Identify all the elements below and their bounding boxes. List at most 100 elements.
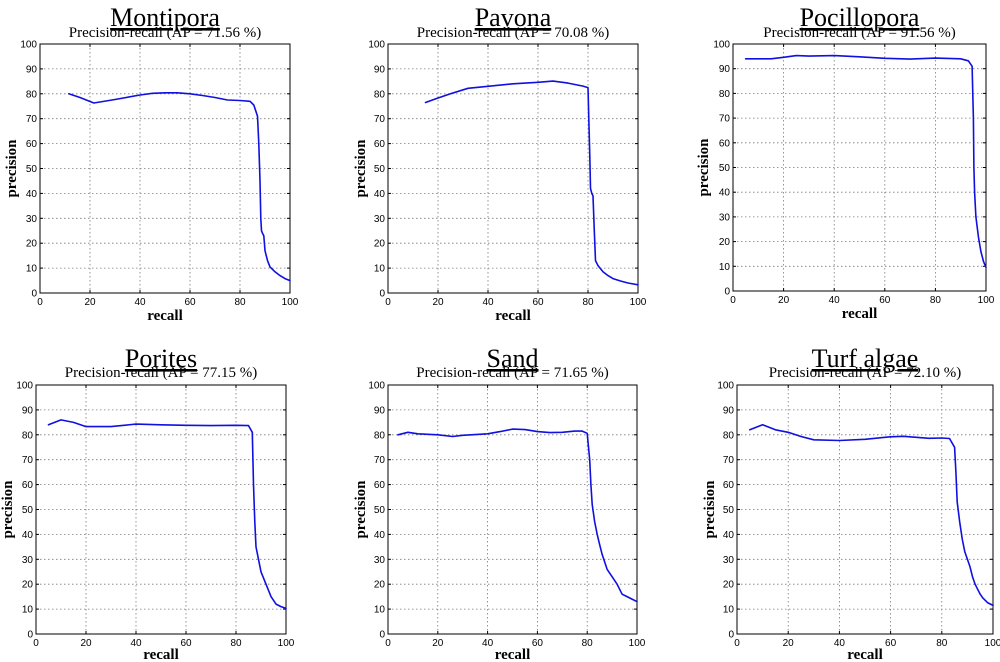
y-tick-label: 60 [26,139,38,150]
x-axis-label: recall [495,308,531,324]
y-tick-label: 20 [22,580,34,591]
y-axis-label: precision [4,139,20,198]
x-tick-label: 60 [532,638,544,649]
y-tick-label: 40 [374,530,386,541]
y-tick-label: 90 [22,405,34,416]
x-tick-label: 40 [829,295,841,306]
y-tick-label: 20 [26,239,38,250]
y-tick-label: 100 [20,40,37,51]
y-tick-label: 100 [717,381,734,392]
y-tick-label: 0 [724,287,730,298]
y-tick-label: 70 [719,114,731,125]
x-tick-label: 20 [80,638,92,649]
x-tick-label: 80 [930,295,942,306]
panel-subtitle: Precision-recall (AP = 71.65 %) [416,365,608,381]
y-tick-label: 80 [374,430,386,441]
y-tick-label: 80 [719,89,731,100]
y-tick-label: 30 [723,555,735,566]
panel-title: Pocillopora [800,3,920,32]
y-tick-label: 50 [374,164,386,175]
panel-title: Porites [125,344,197,373]
x-axis-label: recall [147,308,183,324]
panel-subtitle: Precision-recall (AP = 91.56 %) [763,25,955,41]
x-tick-label: 20 [84,297,96,308]
y-tick-label: 60 [719,138,731,149]
x-tick-label: 100 [978,295,995,306]
y-tick-label: 90 [374,64,386,75]
panel-subtitle: Precision-recall (AP = 72.10 %) [769,365,961,381]
x-tick-label: 40 [134,297,146,308]
y-tick-label: 60 [723,480,735,491]
y-tick-label: 80 [374,89,386,100]
y-tick-label: 70 [723,455,735,466]
y-tick-label: 30 [26,214,38,225]
x-tick-label: 80 [582,297,594,308]
series-line-0 [47,419,287,610]
x-tick-label: 0 [37,297,43,308]
y-tick-label: 50 [723,505,735,516]
y-tick-label: 60 [22,480,34,491]
y-tick-label: 20 [374,580,386,591]
y-tick-label: 0 [728,630,734,641]
y-tick-label: 10 [26,264,38,275]
y-tick-label: 90 [374,405,386,416]
y-tick-label: 70 [374,114,386,125]
y-tick-label: 0 [379,630,385,641]
y-tick-label: 20 [374,239,386,250]
x-tick-label: 100 [629,638,646,649]
y-tick-label: 80 [723,430,735,441]
panel-subtitle: Precision-recall (AP = 70.08 %) [417,25,609,41]
y-tick-label: 60 [374,480,386,491]
panel-title: Turf algae [812,344,919,373]
panel-title: Pavona [475,3,552,32]
series-line-0 [397,428,638,603]
x-tick-label: 60 [180,638,192,649]
panel-title: Sand [487,344,539,373]
panel-title: Montipora [110,3,220,32]
y-axis-label: precision [353,480,369,539]
y-tick-label: 10 [374,605,386,616]
y-tick-label: 70 [22,455,34,466]
y-tick-label: 100 [713,40,730,51]
y-tick-label: 60 [374,139,386,150]
panel-subtitle: Precision-recall (AP = 77.15 %) [65,365,257,381]
y-tick-label: 90 [719,64,731,75]
y-axis-label: precision [702,480,718,539]
y-tick-label: 40 [719,188,731,199]
y-tick-label: 40 [22,530,34,541]
series-line-0 [748,423,994,607]
y-tick-label: 30 [719,212,731,223]
y-tick-label: 30 [22,555,34,566]
x-tick-label: 40 [130,638,142,649]
y-tick-label: 40 [374,189,386,200]
x-tick-label: 0 [734,638,740,649]
x-tick-label: 20 [432,638,444,649]
x-tick-label: 40 [482,638,494,649]
y-tick-label: 100 [368,40,385,51]
y-tick-label: 30 [374,214,386,225]
x-tick-label: 80 [936,638,948,649]
x-tick-label: 0 [33,638,39,649]
y-tick-label: 10 [374,264,386,275]
y-tick-label: 10 [719,262,731,273]
x-axis-label: recall [842,306,878,322]
y-tick-label: 100 [368,381,385,392]
x-tick-label: 40 [834,638,846,649]
y-tick-label: 10 [22,605,34,616]
x-tick-label: 100 [278,638,295,649]
x-tick-label: 0 [385,638,391,649]
y-tick-label: 70 [26,114,38,125]
x-tick-label: 60 [879,295,891,306]
x-tick-label: 80 [230,638,242,649]
plot-area [732,43,987,292]
x-tick-label: 40 [482,297,494,308]
y-tick-label: 0 [27,630,33,641]
x-tick-label: 20 [783,638,795,649]
x-tick-label: 60 [885,638,897,649]
x-tick-label: 60 [532,297,544,308]
y-tick-label: 100 [16,381,33,392]
x-tick-label: 100 [985,638,1000,649]
